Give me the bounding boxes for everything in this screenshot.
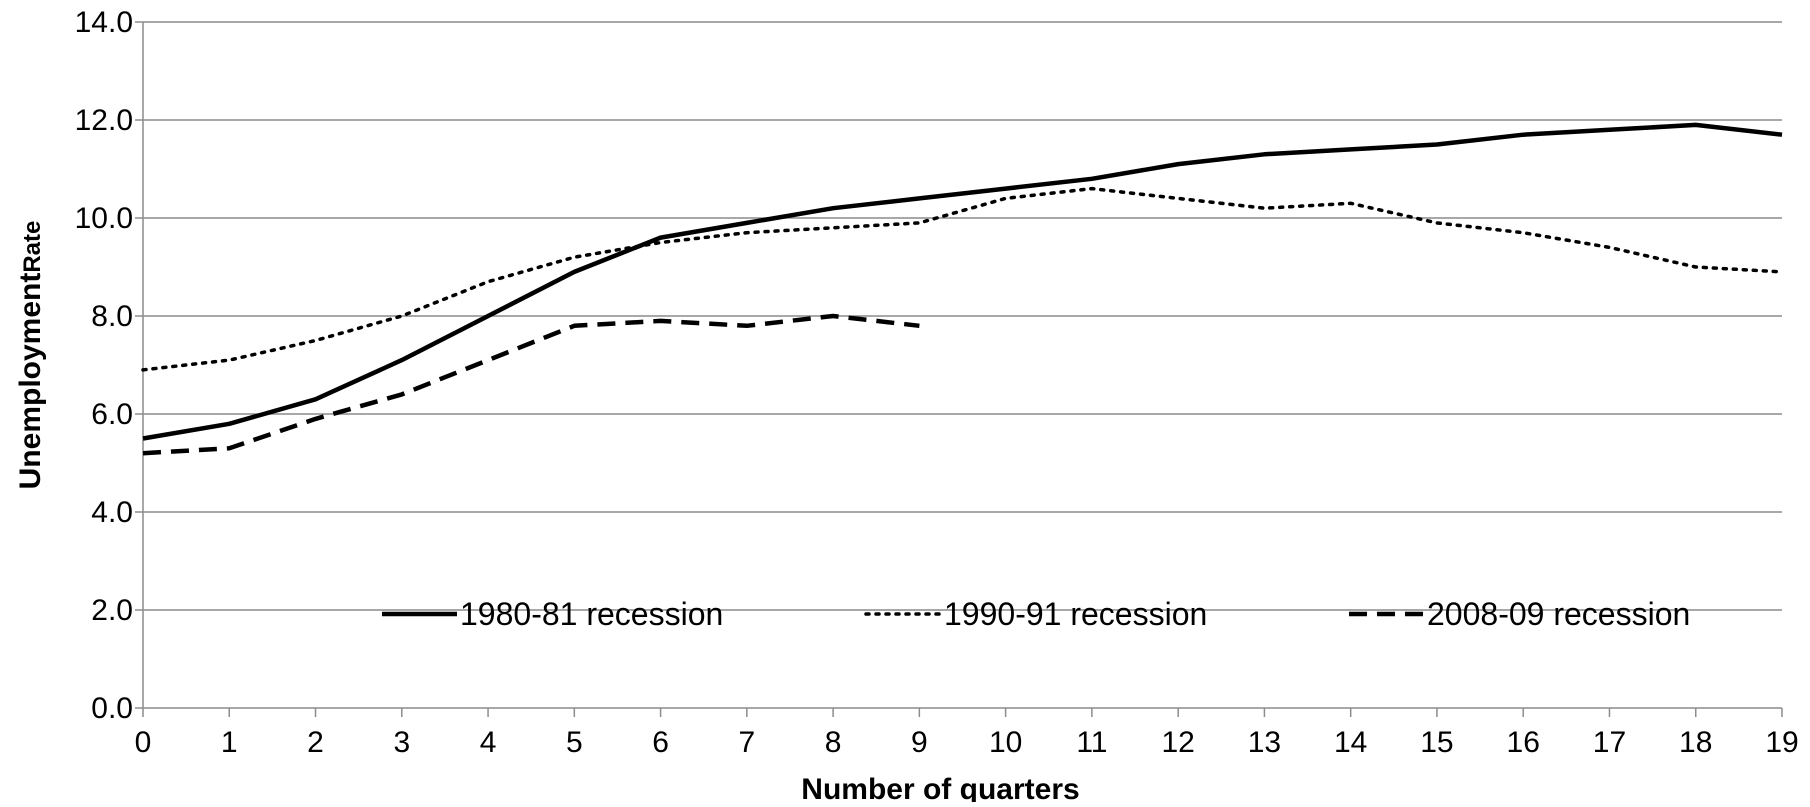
gridlines — [143, 21, 1782, 611]
x-tick-label: 14 — [1334, 726, 1367, 759]
y-tick-label: 8.0 — [91, 300, 133, 333]
series-line — [142, 313, 920, 456]
x-tick-label: 3 — [393, 726, 410, 759]
axes: 0.02.04.06.08.010.012.014.00 1 2 3 4 5 6 7 8 9 10 1… — [75, 6, 1799, 759]
x-tick-label: 19 — [1765, 726, 1798, 759]
x-tick-label: 18 — [1679, 726, 1712, 759]
x-tick-label: 16 — [1507, 726, 1540, 759]
x-tick-label: 2 — [307, 726, 324, 759]
x-tick-label: 8 — [825, 726, 842, 759]
y-tick-label: 12.0 — [75, 104, 133, 137]
y-tick-label: 14.0 — [75, 6, 133, 39]
y-tick-label: 2.0 — [91, 594, 133, 627]
x-tick-label: 11 — [1076, 726, 1107, 759]
legend-label: 1980-81 recession — [460, 596, 723, 632]
x-tick-label: 9 — [911, 726, 928, 759]
x-tick-label: 4 — [480, 726, 497, 759]
y-tick-label: 10.0 — [75, 202, 133, 235]
x-tick-label: 12 — [1161, 726, 1194, 759]
x-tick-label: 15 — [1420, 726, 1453, 759]
series-line — [141, 186, 1784, 372]
x-tick-label: 0 — [135, 726, 152, 759]
x-tick-label: 17 — [1593, 726, 1626, 759]
x-tick-label: 6 — [652, 726, 669, 759]
y-axis-title-main: Unemployment — [14, 273, 47, 490]
y-tick-label: 4.0 — [91, 496, 133, 529]
y-tick-label: 0.0 — [91, 692, 133, 725]
x-tick-label: 5 — [566, 726, 583, 759]
x-axis-title: Number of quarters — [801, 773, 1079, 802]
legend-label: 1990-91 recession — [944, 596, 1207, 632]
y-axis-title: UnemploymentRate — [14, 221, 47, 490]
legend-label: 2008-09 recession — [1427, 596, 1690, 632]
series-line — [142, 122, 1783, 441]
x-tick-label: 10 — [989, 726, 1022, 759]
y-tick-label: 6.0 — [91, 398, 133, 431]
x-tick-label: 7 — [738, 726, 755, 759]
x-tick-label: 1 — [221, 726, 238, 759]
legend: 1980-81 recession 1990-91 recession 2008-0… — [382, 596, 1690, 632]
x-tick-label: 13 — [1248, 726, 1281, 759]
y-axis-title-suffix: Rate — [19, 221, 46, 273]
series-lines — [141, 122, 1784, 456]
